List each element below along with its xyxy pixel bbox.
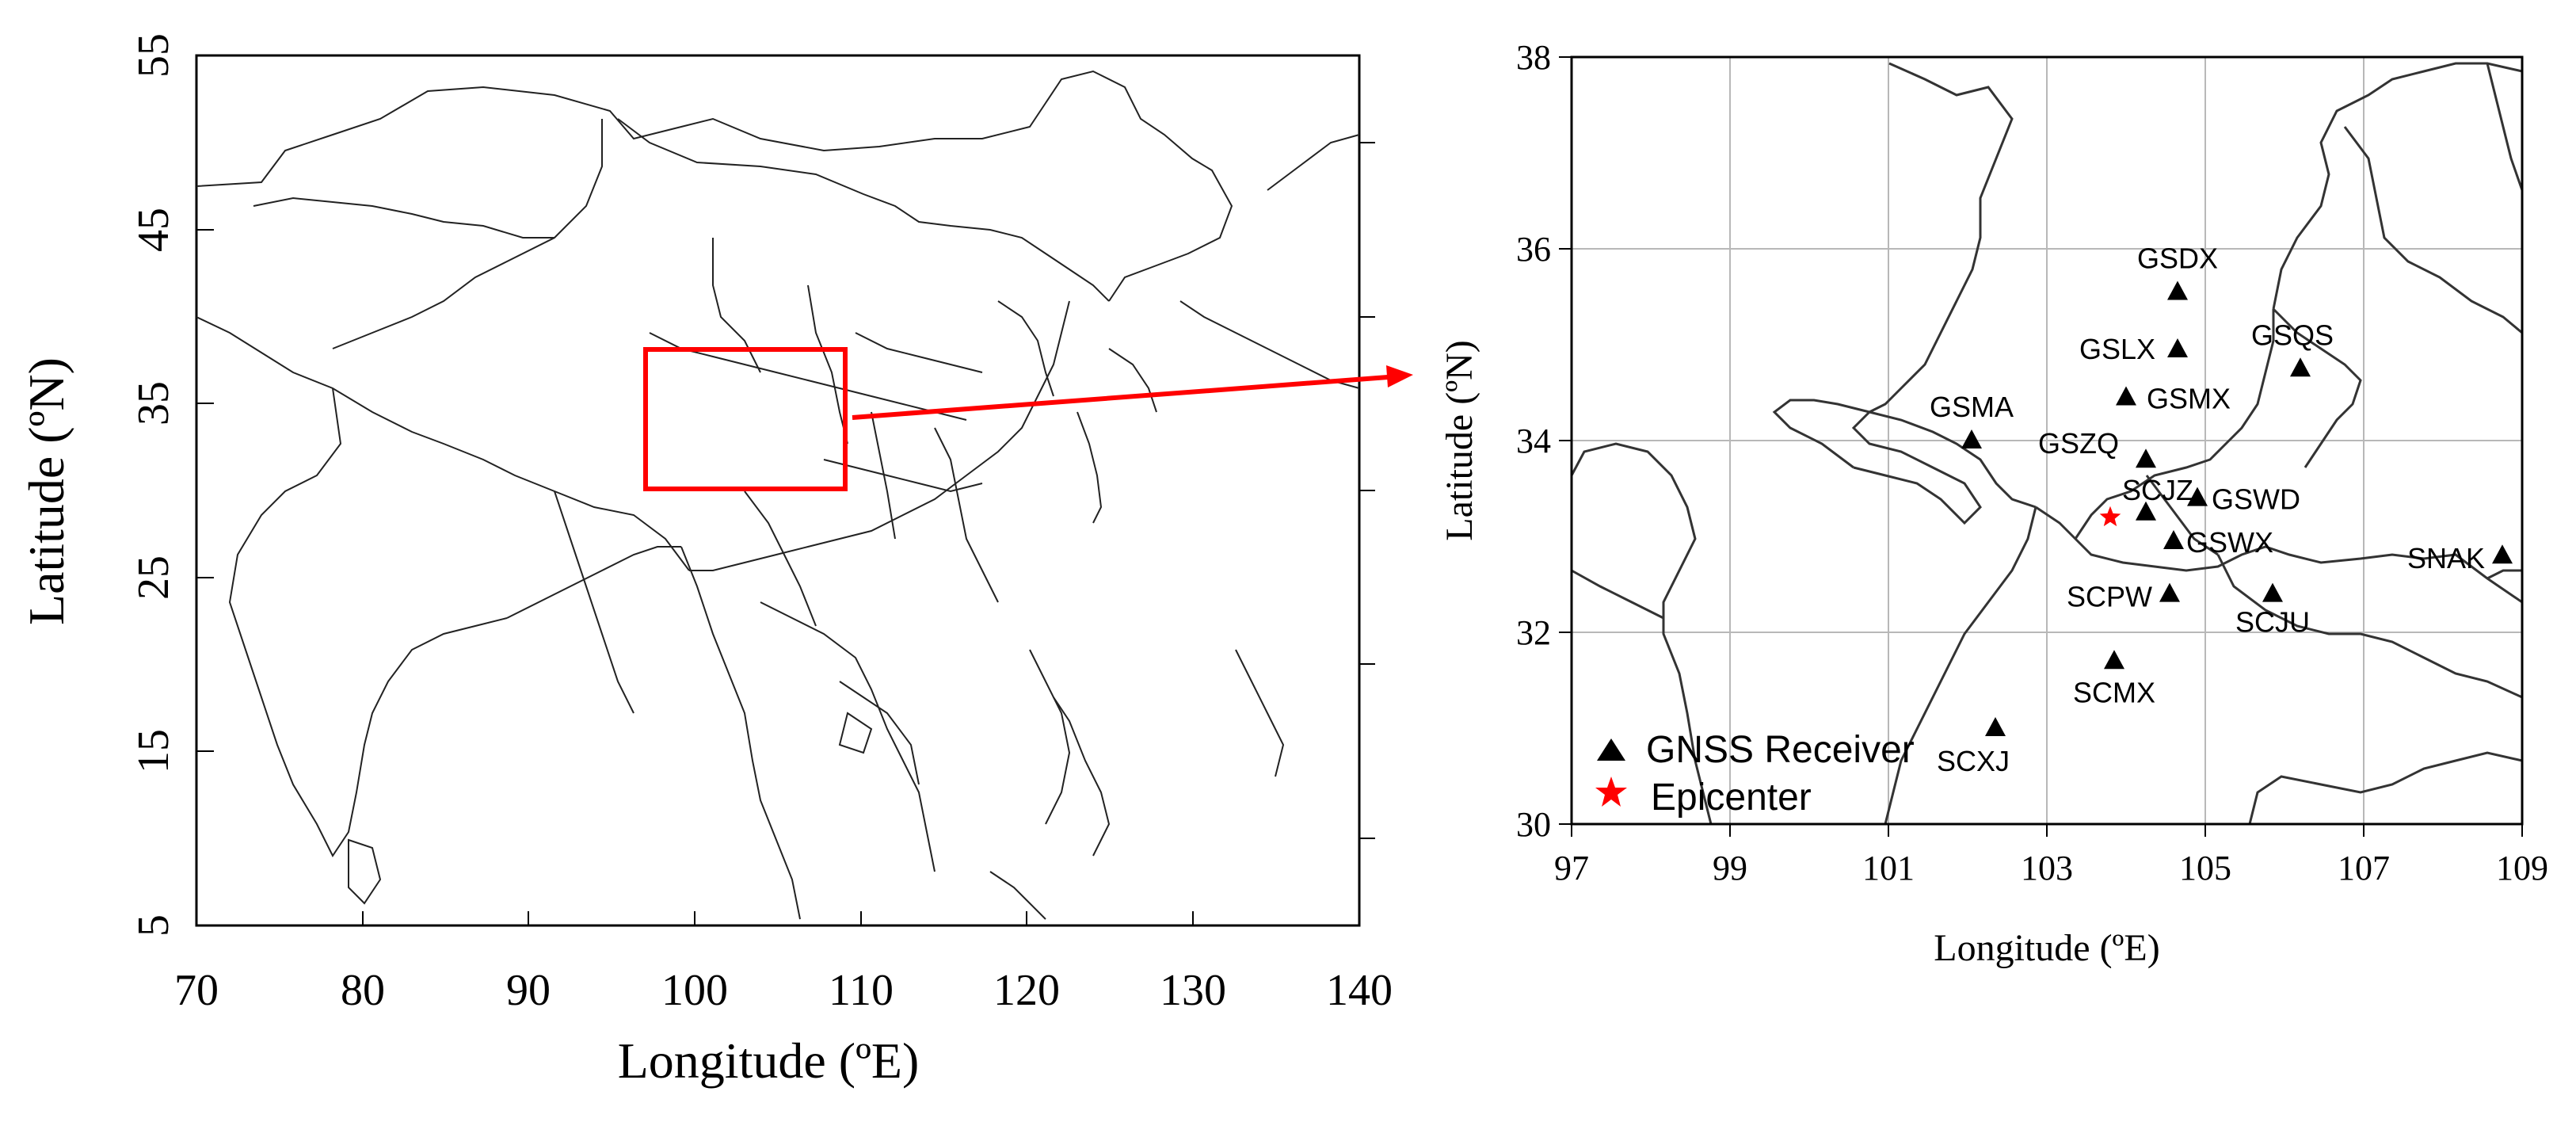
station-label: SCPW <box>2067 581 2152 613</box>
epicenter-marker <box>2099 506 2121 527</box>
station-label: GSDX <box>2137 242 2218 274</box>
left-y-tick-label: 45 <box>129 208 178 252</box>
left-y-ticks <box>196 55 1375 926</box>
right-x-ticks <box>1571 824 2523 837</box>
left-y-tick-label: 5 <box>129 914 178 937</box>
left-y-tick-label: 35 <box>129 381 178 426</box>
region-box <box>643 347 848 491</box>
right-x-tick-label: 109 <box>2496 849 2548 887</box>
legend-epicenter-label: Epicenter <box>1651 777 1812 819</box>
station-marker <box>2104 650 2124 670</box>
station-marker <box>2159 582 2180 602</box>
left-x-tick-label: 130 <box>1160 966 1226 1015</box>
right-y-tick-label: 36 <box>1516 230 1551 269</box>
right-y-tick-label: 32 <box>1516 613 1551 652</box>
right-y-ticks <box>1559 56 1572 825</box>
legend: GNSS Receiver Epicenter <box>1595 729 1915 819</box>
station-label: GSWX <box>2186 526 2273 559</box>
station-label: GSMX <box>2147 383 2231 415</box>
station-label: SCXJ <box>1937 745 2010 777</box>
station-marker <box>2136 448 2156 468</box>
station-label: GSQS <box>2251 319 2334 351</box>
station-marker <box>1985 717 2006 736</box>
right-x-tick-label: 105 <box>2179 849 2231 887</box>
right-y-axis-label: Latitude (ºN) <box>1439 340 1480 540</box>
left-y-axis-label: Latitude (ºN) <box>18 357 74 625</box>
left-y-tick-label: 25 <box>129 555 178 600</box>
right-map-grid <box>1572 57 2522 824</box>
right-x-axis-label: Longitude (ºE) <box>1934 927 2159 969</box>
right-x-tick-label: 99 <box>1713 849 1747 887</box>
connector-arrow <box>852 365 1413 420</box>
station-marker <box>2262 582 2283 602</box>
left-map: 70 80 90 100 110 120 130 140 Longitude (… <box>18 33 1393 1089</box>
left-x-tick-label: 80 <box>341 966 385 1015</box>
station-label: GSZQ <box>2038 427 2119 460</box>
arrow-head <box>1386 365 1413 387</box>
left-x-ticks <box>196 911 1360 925</box>
left-map-borders <box>196 70 1360 920</box>
station-marker <box>1961 429 1982 448</box>
station-marker <box>2136 501 2156 521</box>
right-map: 97 99 101 103 105 107 109 Longitude (ºE)… <box>1439 38 2548 969</box>
left-y-tick-label: 55 <box>129 33 178 78</box>
right-y-tick-label: 30 <box>1516 805 1551 844</box>
left-x-axis-label: Longitude (ºE) <box>618 1032 920 1089</box>
legend-receiver-label: GNSS Receiver <box>1646 729 1915 771</box>
station-marker <box>2167 280 2188 300</box>
left-x-tick-label: 140 <box>1326 966 1393 1015</box>
right-x-tick-label: 103 <box>2021 849 2073 887</box>
star-icon <box>1595 777 1627 807</box>
station-label: GSLX <box>2079 333 2155 365</box>
station-marker <box>2290 357 2311 377</box>
right-map-borders <box>1570 62 2524 825</box>
right-y-tick-label: 34 <box>1516 422 1551 460</box>
left-x-tick-label: 110 <box>829 966 894 1015</box>
station-marker <box>2492 544 2513 564</box>
left-x-tick-label: 100 <box>661 966 728 1015</box>
station-marker <box>2167 338 2188 358</box>
right-x-tick-label: 97 <box>1554 849 1589 887</box>
epicenter-layer <box>2099 506 2121 527</box>
station-label: SNAK <box>2407 542 2485 574</box>
left-x-tick-label: 90 <box>506 966 551 1015</box>
station-marker <box>2163 530 2184 550</box>
station-label: GSWD <box>2212 483 2300 516</box>
station-label: SCMX <box>2073 676 2155 708</box>
station-marker <box>2116 386 2136 406</box>
right-x-tick-label: 101 <box>1862 849 1915 887</box>
station-label: SCJU <box>2235 606 2310 639</box>
right-x-tick-label: 107 <box>2338 849 2390 887</box>
station-label: SCJZ <box>2122 474 2193 506</box>
station-marker <box>2187 487 2208 506</box>
triangle-icon <box>1597 738 1625 761</box>
right-y-tick-label: 38 <box>1516 38 1551 77</box>
station-label: GSMA <box>1930 391 2014 423</box>
left-x-tick-label: 120 <box>993 966 1060 1015</box>
left-x-tick-label: 70 <box>174 966 219 1015</box>
left-y-tick-label: 15 <box>129 729 178 773</box>
